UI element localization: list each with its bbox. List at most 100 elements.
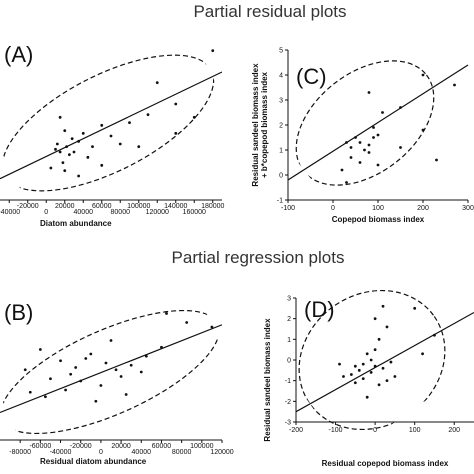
data-point: [59, 359, 62, 363]
x-tick-label: 0: [331, 205, 335, 212]
data-point: [381, 111, 384, 114]
data-point: [385, 379, 389, 383]
data-point: [338, 362, 341, 366]
data-point: [376, 163, 380, 167]
y-tick-label: -2: [285, 399, 291, 406]
data-point: [44, 395, 47, 399]
data-point: [413, 306, 417, 310]
data-point: [119, 375, 123, 378]
data-point: [55, 142, 59, 146]
regression-line: [288, 64, 469, 181]
heading-partial-residual: Partial residual plots: [193, 2, 346, 21]
data-point: [69, 372, 73, 376]
x-tick-label: -60000: [29, 443, 51, 450]
x-tick-label: 200: [448, 427, 460, 434]
y-tick-label: 2: [279, 123, 283, 130]
data-point: [210, 325, 214, 329]
data-point: [349, 373, 353, 376]
data-point: [77, 174, 81, 178]
panel-letter: (C): [296, 64, 327, 89]
data-point: [23, 368, 27, 372]
x-tick-label: 60000: [92, 203, 112, 210]
data-point: [373, 317, 377, 321]
data-point: [89, 352, 93, 356]
data-point: [349, 156, 353, 159]
x-tick-label: 0: [373, 427, 377, 434]
data-point: [144, 354, 148, 358]
data-point: [63, 129, 67, 133]
x-tick-label: 140000: [164, 203, 187, 210]
data-point: [421, 73, 425, 77]
data-point: [28, 390, 32, 394]
data-point: [367, 151, 371, 154]
data-point: [64, 388, 67, 392]
data-point: [365, 395, 369, 399]
data-point: [421, 128, 425, 132]
x-tick-label: 100: [372, 205, 384, 212]
data-point: [372, 136, 375, 139]
panel-a: (A) -40000-20000 0 200004000060000800001000…: [0, 42, 225, 228]
data-point: [72, 150, 76, 154]
data-point: [340, 168, 344, 172]
data-point: [354, 136, 357, 139]
x-axis-label: Residual copepod biomass index: [322, 459, 449, 468]
data-point: [114, 368, 118, 372]
x-tick-label: 100000: [127, 203, 150, 210]
confidence-ellipse: [298, 289, 446, 431]
data-point: [155, 81, 159, 85]
confidence-ellipse: [295, 60, 435, 186]
data-point: [349, 146, 353, 149]
data-point: [363, 148, 366, 152]
regression-line: [296, 311, 474, 413]
data-point: [381, 304, 385, 308]
y-tick-label: 2: [287, 316, 291, 323]
data-point: [185, 321, 189, 324]
heading-partial-regression: Partial regression plots: [172, 248, 345, 267]
x-tick-label: 120000: [210, 449, 233, 456]
data-point: [361, 362, 365, 366]
panel-b: (B) -80000-60000-40000-20000 0 200004000060…: [0, 300, 234, 466]
data-point: [109, 339, 113, 342]
y-tick-label: -3: [285, 420, 291, 427]
data-point: [353, 381, 357, 385]
x-tick-label: -100: [329, 427, 343, 434]
y-axis-label: Residual sandeel biomass index: [263, 318, 272, 442]
x-tick-label: -20000: [70, 443, 92, 450]
y-tick-label: 5: [279, 48, 283, 55]
data-point: [94, 399, 98, 403]
data-point: [361, 377, 365, 380]
x-axis-label: Diatom abundance: [40, 219, 112, 228]
y-tick-label: 3: [279, 98, 283, 105]
data-point: [376, 133, 380, 137]
x-tick-label: 80000: [111, 209, 131, 216]
data-point: [61, 161, 65, 165]
data-point: [58, 115, 62, 119]
regression-line: [0, 71, 222, 180]
data-point: [373, 348, 377, 352]
data-point: [49, 377, 52, 381]
data-point: [367, 143, 371, 147]
data-point: [81, 131, 85, 135]
data-point: [104, 361, 108, 365]
x-axis-label: Copepod biomass index: [332, 215, 425, 224]
x-tick-label: 200: [417, 205, 429, 212]
x-axis-label: Residual diatom abundance: [40, 457, 147, 466]
x-tick-label: -40000: [0, 209, 20, 216]
data-point: [369, 358, 373, 362]
panel-letter: (A): [4, 42, 33, 67]
data-point: [345, 181, 348, 184]
data-point: [79, 379, 83, 383]
data-point: [381, 366, 385, 370]
x-tick-label: -40000: [50, 449, 72, 456]
data-point: [100, 163, 104, 167]
x-tick-label: -200: [289, 427, 303, 434]
panel-c: (C) -100 0 100 200 300 -1 0 1 2 3 4 5 Copepod biomass…: [251, 48, 474, 225]
y-axis-label: + b*copepod biomass index: [260, 71, 269, 178]
data-point: [139, 370, 143, 374]
data-point: [49, 166, 53, 170]
x-tick-label: -100: [281, 205, 295, 212]
data-point: [399, 106, 402, 109]
data-point: [393, 375, 397, 378]
data-point: [358, 161, 362, 164]
